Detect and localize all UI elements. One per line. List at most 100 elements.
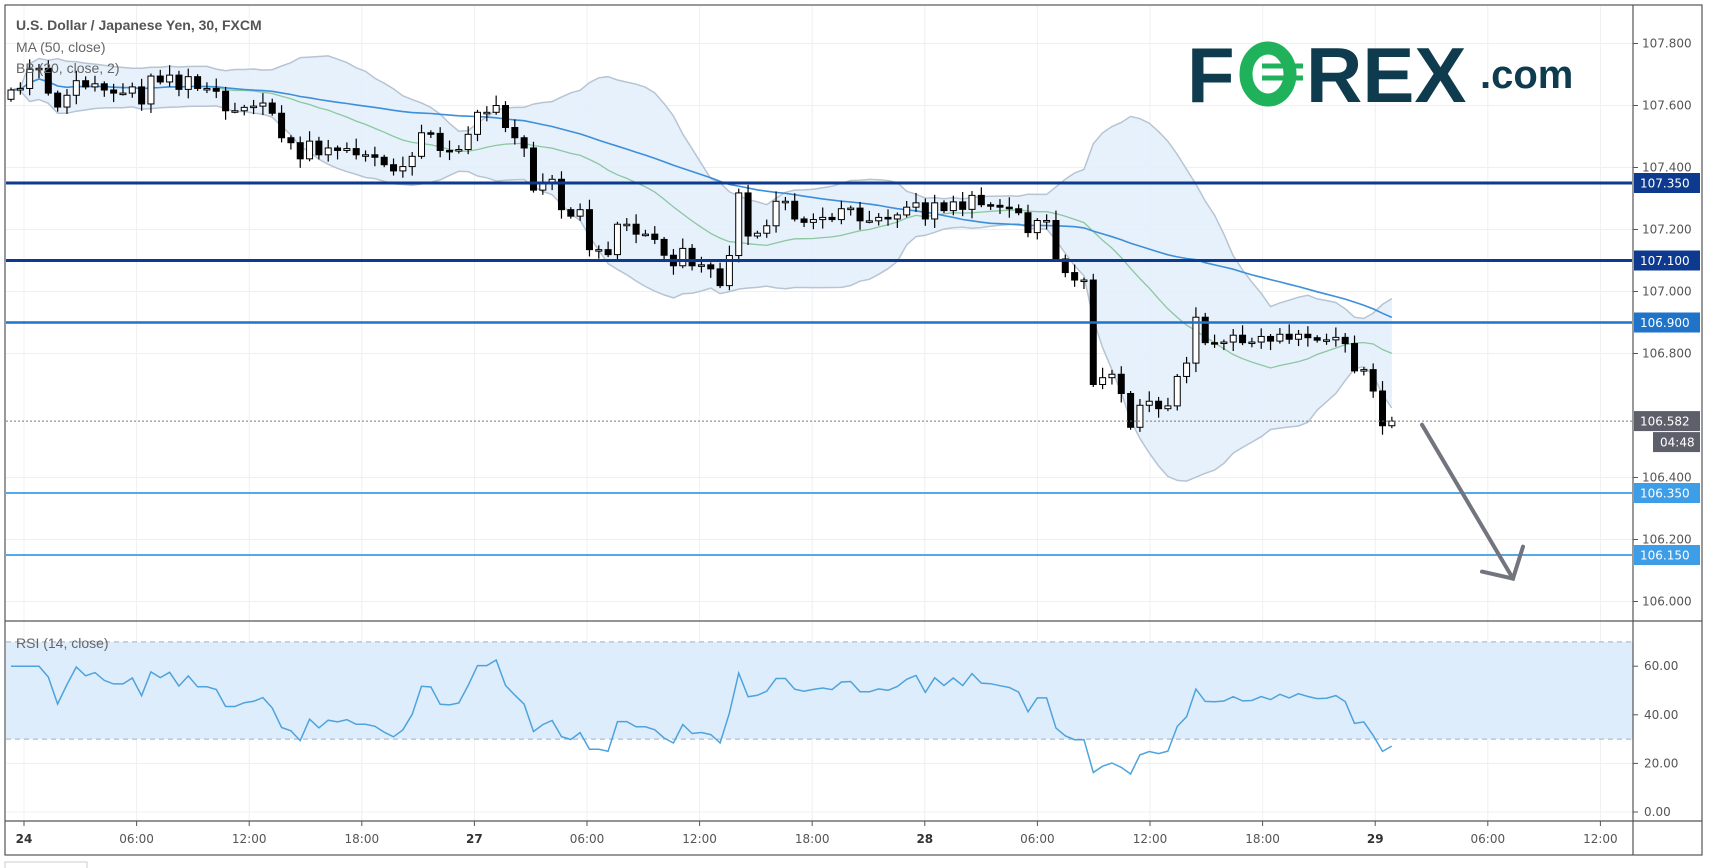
candle xyxy=(679,238,687,269)
candle-body-down xyxy=(82,80,90,88)
candle-body-down xyxy=(1341,336,1349,345)
candle-body-up xyxy=(576,209,584,217)
candle xyxy=(837,200,845,225)
candle-body-up xyxy=(250,105,258,109)
rsi-tick-label: 20.00 xyxy=(1644,756,1678,770)
logo-suffix: .com xyxy=(1480,53,1573,97)
candle xyxy=(1369,363,1377,398)
candle-body-down xyxy=(44,67,52,94)
candles xyxy=(7,59,1396,435)
candle xyxy=(474,109,481,142)
candle xyxy=(1099,367,1107,390)
candle xyxy=(278,105,286,143)
candle xyxy=(1211,334,1219,348)
candle xyxy=(1276,328,1284,344)
candle xyxy=(1033,218,1041,240)
candle xyxy=(1313,335,1321,343)
candle-body-up xyxy=(240,106,248,112)
candle-body-down xyxy=(1015,208,1023,214)
candle-body-down xyxy=(1061,258,1069,274)
candle xyxy=(819,207,827,229)
rsi-tick-label: 40.00 xyxy=(1644,708,1678,722)
candle-body-up xyxy=(362,154,370,157)
candle-body-down xyxy=(511,127,519,139)
ma-legend[interactable]: MA (50, close) xyxy=(16,39,105,55)
rsi-pane[interactable]: RSI (14, close) xyxy=(6,635,1633,776)
price-tick-label: 107.000 xyxy=(1642,285,1692,299)
candle xyxy=(371,146,379,167)
horizontal-levels[interactable] xyxy=(6,181,1633,556)
candle-body-down xyxy=(744,192,752,237)
price-axis[interactable]: 107.800 107.600 107.400 107.200 107.000 106.8… xyxy=(1633,37,1700,820)
level-label-box xyxy=(1634,545,1700,565)
candle-body-down xyxy=(212,87,220,92)
candle xyxy=(492,95,500,115)
candle xyxy=(1341,333,1349,353)
time-label: 06:00 xyxy=(570,832,605,846)
time-axis[interactable]: 24 06:00 12:00 18:00 27 06:00 12:00 18:00 28 06:0… xyxy=(16,821,1618,846)
candle-body-down xyxy=(501,105,509,129)
rsi-legend[interactable]: RSI (14, close) xyxy=(16,635,109,651)
candle xyxy=(996,199,1004,214)
candle-body-up xyxy=(464,133,472,151)
candle xyxy=(44,60,52,96)
time-label: 12:00 xyxy=(1133,832,1168,846)
candle-body-up xyxy=(893,214,901,220)
candle-body-up xyxy=(1360,369,1368,372)
price-tick-label: 107.200 xyxy=(1642,223,1692,237)
candle-body-down xyxy=(1313,337,1321,341)
level-label: 106.350 xyxy=(1640,487,1690,501)
candle xyxy=(222,86,230,120)
candle xyxy=(623,218,631,232)
candle xyxy=(688,244,696,271)
candle-body-down xyxy=(436,132,444,151)
candle-body-down xyxy=(352,148,360,156)
candle xyxy=(1360,367,1368,376)
candle xyxy=(604,241,612,258)
candle-body-down xyxy=(268,102,276,114)
candle-body-up xyxy=(259,102,267,107)
candle xyxy=(791,193,799,222)
price-tick-label: 107.800 xyxy=(1642,37,1692,51)
bb-legend[interactable]: BB (20, close, 2) xyxy=(16,60,120,76)
candle-body-down xyxy=(278,112,286,139)
candle-body-down xyxy=(1369,369,1377,392)
candle xyxy=(343,142,351,153)
candle xyxy=(296,136,304,168)
candle xyxy=(660,236,668,263)
candle-body-up xyxy=(949,201,957,212)
candle-body-up xyxy=(595,249,603,252)
candle xyxy=(1201,312,1209,346)
candle-body-down xyxy=(1211,342,1219,345)
candle xyxy=(576,203,584,221)
candle xyxy=(418,124,426,159)
candle-body-up xyxy=(91,83,99,88)
time-label: 06:00 xyxy=(1471,832,1506,846)
candle-body-down xyxy=(446,149,454,153)
rsi-tick-label: 0.00 xyxy=(1644,805,1671,819)
candle xyxy=(82,76,90,90)
candle xyxy=(352,138,360,160)
candle-body-up xyxy=(63,94,71,108)
price-pane[interactable] xyxy=(6,55,1633,556)
candle-body-down xyxy=(1005,206,1013,210)
candle xyxy=(1136,399,1144,432)
candle-body-down xyxy=(1304,333,1312,339)
bottom-tab[interactable] xyxy=(4,861,88,868)
logo-right: REX xyxy=(1306,31,1466,119)
candle xyxy=(1173,373,1181,411)
countdown-box xyxy=(1653,432,1700,453)
candle xyxy=(166,65,174,87)
candle xyxy=(362,150,370,162)
candle xyxy=(1145,391,1153,413)
candle xyxy=(1332,327,1340,347)
level-label-box xyxy=(1634,312,1700,333)
candle xyxy=(707,262,715,278)
candle-body-up xyxy=(1295,333,1303,340)
last-price-label: 106.582 xyxy=(1640,415,1690,429)
candle xyxy=(483,106,491,122)
arrow-head-icon xyxy=(1480,544,1525,581)
candle-body-up xyxy=(1080,279,1088,283)
candle xyxy=(1285,324,1293,344)
